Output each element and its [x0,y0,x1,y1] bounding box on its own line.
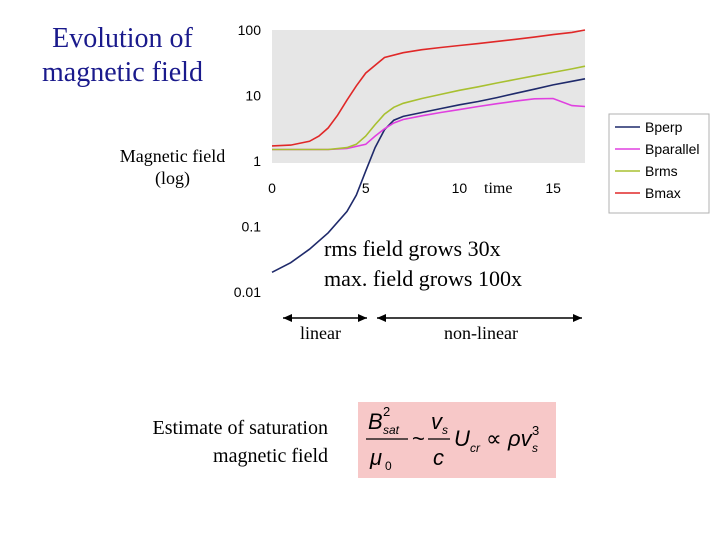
formula-u-sub: cr [470,441,481,455]
series-lines [271,29,586,274]
annotation-line-1: rms field grows 30x [324,236,501,261]
formula-b: B [368,409,383,434]
plot-area: 0.01 0.1 1 10 100 0 5 10 15 [234,22,586,300]
legend-box [608,113,710,214]
formula-v-sub: s [442,423,448,437]
title-line-2: magnetic field [42,57,203,88]
linear-label: linear [300,323,341,343]
formula-graphic: B 2 sat μ 0 ~ v s c U cr ∝ ρv s 3 [366,404,539,473]
formula-b-sub: sat [383,423,400,437]
formula-c: c [433,445,444,470]
y-axis-label-line-2: (log) [155,168,190,188]
x-axis-label: time [484,180,513,197]
formula-rv-exp: 3 [532,423,539,438]
formula-prop: ∝ [486,426,502,451]
x-tick-labels: 0 5 10 15 [268,180,561,196]
y-axis-label-line-1: Magnetic field [119,146,226,166]
formula-mu: μ [369,445,382,470]
series-line-bperp [271,78,586,274]
formula-v: v [431,409,444,434]
formula-u: U [454,426,470,451]
formula-b-exp: 2 [383,404,390,419]
nonlinear-label: non-linear [444,323,518,343]
x-tick-label: 10 [452,180,468,196]
estimate-line-1: Estimate of saturation [152,417,328,439]
formula-sim: ~ [412,426,425,451]
formula-mu-sub: 0 [385,459,392,473]
legend-label-brms: Brms [645,163,678,179]
y-axis-label: Magnetic field (log) [100,145,245,189]
nonlinear-arrow-right-head [573,314,582,322]
x-tick-label: 5 [362,180,370,196]
x-tick-label: 0 [268,180,276,196]
estimate-line-2: magnetic field [213,445,328,467]
y-tick-label: 1 [253,153,261,169]
linear-arrow-right-head [358,314,367,322]
series-line-bmax [271,29,586,147]
y-tick-label: 100 [238,22,262,38]
growth-annotation: rms field grows 30x max. field grows 100… [324,234,522,294]
y-tick-labels: 0.01 0.1 1 10 100 [234,22,261,300]
linear-arrow-left-head [283,314,292,322]
formula-rho-v: ρv [507,426,534,451]
title-line-1: Evolution of [52,23,193,54]
slide-title: Evolution of magnetic field [20,22,225,90]
legend-label-bmax: Bmax [645,185,681,201]
legend-label-bperp: Bperp [645,119,683,135]
region-arrows [283,314,582,322]
y-tick-label: 0.1 [242,219,262,235]
formula-rv-sub: s [532,441,538,455]
legend: Bperp Bparallel Brms Bmax [608,113,710,214]
y-tick-label: 10 [245,88,261,104]
series-line-brms [272,65,586,151]
x-tick-label: 15 [545,180,561,196]
estimate-text: Estimate of saturation magnetic field [100,414,328,470]
y-tick-label: 0.01 [234,284,261,300]
legend-label-bparallel: Bparallel [645,141,699,157]
nonlinear-arrow-left-head [377,314,386,322]
saturation-formula: B 2 sat μ 0 ~ v s c U cr ∝ ρv s 3 [358,402,556,478]
annotation-line-2: max. field grows 100x [324,266,522,291]
